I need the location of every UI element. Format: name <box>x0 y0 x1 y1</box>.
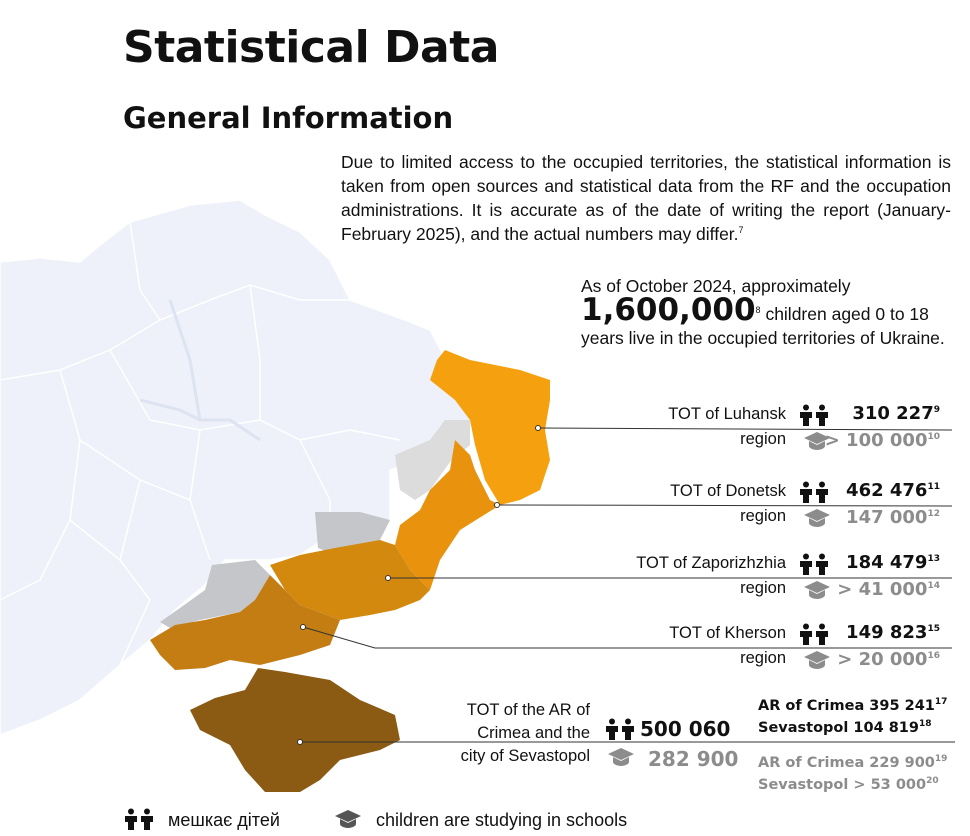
crimea-children-icon <box>604 718 636 744</box>
map-region-crimea <box>190 668 400 792</box>
legend-students-label: children are studying in schools <box>375 810 628 830</box>
region-students-value: > 100 00010 <box>824 430 940 451</box>
region-students-icon <box>804 432 830 454</box>
intro-footnote: 7 <box>738 225 744 236</box>
region-label-line2: region <box>740 579 786 597</box>
headline-footnote: 8 <box>755 305 761 316</box>
region-children-value: 310 2279 <box>852 403 940 424</box>
map-leader-dots <box>297 425 541 745</box>
legend-students-icon <box>334 810 361 833</box>
crimea-students-breakdown: AR of Crimea 229 90019 Sevastopol > 53 0… <box>758 752 968 796</box>
crimea-children-value: 500 060 <box>640 717 731 741</box>
region-label-line1: TOT of Kherson <box>669 624 786 642</box>
region-label-line1: TOT of Donetsk <box>670 482 786 500</box>
region-children-icon <box>798 553 830 579</box>
headline-suffix: children aged 0 to 18 years live in the … <box>581 304 945 348</box>
map-rivers <box>139 299 261 442</box>
region-children-icon <box>798 481 830 507</box>
crimea-children-breakdown: AR of Crimea 395 24117 Sevastopol 104 81… <box>758 695 968 739</box>
crimea-children-breakdown-1: AR of Crimea 395 24117 <box>758 697 948 714</box>
region-label-line2: region <box>740 430 786 448</box>
map-grey-area-mykolaiv <box>160 560 270 628</box>
region-label-line1: TOT of Luhansk <box>668 405 786 423</box>
region-children-value: 149 82315 <box>846 622 940 643</box>
map-region-luhansk <box>430 350 550 505</box>
region-label-line2: region <box>740 649 786 667</box>
intro-text: Due to limited access to the occupied te… <box>341 152 951 244</box>
region-children-value: 462 47611 <box>846 480 940 501</box>
map-region-kherson <box>150 575 340 670</box>
region-children-icon <box>798 623 830 649</box>
section-subtitle: General Information <box>123 101 454 135</box>
crimea-label-line2: Crimea and the <box>477 724 590 742</box>
region-students-value: > 20 00016 <box>837 649 940 670</box>
region-students-icon <box>804 509 830 531</box>
crimea-label-line3: city of Sevastopol <box>460 747 590 765</box>
page-title: Statistical Data <box>123 22 499 73</box>
legend: мешкає дітей children are studying in sc… <box>123 808 627 835</box>
intro-paragraph: Due to limited access to the occupied te… <box>341 150 951 246</box>
region-children-value: 184 47913 <box>846 552 940 573</box>
crimea-students-icon <box>608 748 634 770</box>
crimea-students-breakdown-2: Sevastopol > 53 00020 <box>758 776 939 793</box>
region-children-icon <box>798 404 830 430</box>
region-students-value: > 41 00014 <box>837 579 940 600</box>
region-students-value: 147 00012 <box>846 507 940 528</box>
map-grey-area-kharkiv <box>395 420 470 500</box>
legend-children-label: мешкає дітей <box>168 810 280 830</box>
map-region-zaporizhzhia <box>270 540 430 620</box>
region-students-icon <box>804 651 830 673</box>
map-grey-area-dnipro <box>315 512 390 555</box>
region-label-line2: region <box>740 507 786 525</box>
region-label-line1: TOT of Zaporizhzhia <box>636 554 786 572</box>
crimea-students-value: 282 900 <box>648 747 739 771</box>
crimea-students-breakdown-1: AR of Crimea 229 90019 <box>758 754 948 771</box>
crimea-label: TOT of the AR of Crimea and the city of … <box>430 699 590 768</box>
headline-block: As of October 2024, approximately 1,600,… <box>581 274 956 350</box>
region-students-icon <box>804 581 830 603</box>
headline-number: 1,600,000 <box>581 292 756 328</box>
map-leader-lines <box>300 427 955 743</box>
legend-children-icon <box>123 808 155 835</box>
map-region-donetsk <box>395 440 500 590</box>
crimea-label-line1: TOT of the AR of <box>466 701 590 719</box>
crimea-children-breakdown-2: Sevastopol 104 81918 <box>758 719 932 736</box>
headline-prefix: As of October 2024, approximately <box>581 276 851 296</box>
